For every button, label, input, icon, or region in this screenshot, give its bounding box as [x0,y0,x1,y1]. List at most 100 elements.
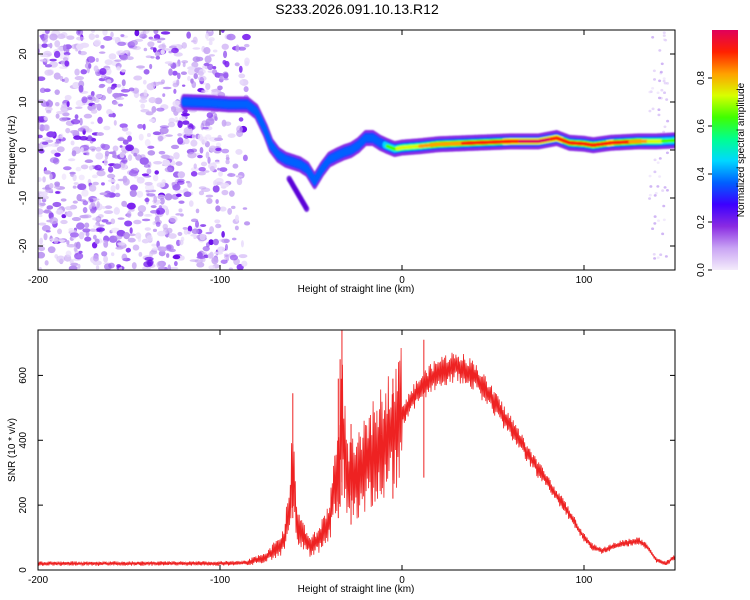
snr-series-line [38,347,675,567]
noise-blob [38,222,47,226]
noise-blob [52,201,62,208]
noise-blob [102,30,108,36]
noise-blob [69,259,74,264]
noise-blob [93,224,100,229]
noise-blob [207,252,213,259]
noise-blob [153,161,163,165]
noise-blob [170,144,180,150]
noise-blob [56,110,65,115]
noise-blob [187,225,193,232]
noise-blob [662,130,666,134]
noise-blob [131,262,137,270]
noise-blob [242,154,248,162]
noise-blob [225,154,230,159]
noise-blob [106,79,112,84]
noise-blob [56,255,66,263]
noise-blob [76,30,84,36]
snr-x-label: Height of straight line (km) [298,584,415,595]
noise-blob [126,56,134,61]
noise-blob [117,178,125,182]
noise-blob [653,158,657,162]
noise-blob [167,121,176,128]
noise-blob [197,75,207,82]
noise-blob [172,82,179,88]
noise-blob [50,143,60,148]
snr-y-axis: 0 200 400 600 [18,367,675,573]
noise-blob [217,167,221,171]
noise-blob [89,198,94,203]
noise-blob [150,56,155,59]
noise-blob [182,62,186,68]
noise-blob [92,260,102,266]
noise-blob [49,182,54,189]
noise-blob [177,133,183,137]
noise-blob [44,64,53,68]
noise-blob [151,243,157,247]
noise-blob [119,151,125,159]
noise-blob [110,85,116,90]
noise-blob [241,260,248,267]
noise-blob [39,237,44,245]
noise-blob [658,49,662,52]
noise-blob [154,51,161,57]
noise-blob [657,219,661,222]
noise-blob [126,202,136,210]
noise-blob [156,261,164,269]
noise-blob [654,191,658,195]
noise-blob [168,233,177,239]
noise-blob [53,238,59,245]
noise-blob [185,180,191,184]
noise-blob [197,171,206,176]
noise-blob [82,207,88,214]
noise-blob [41,43,48,48]
noise-blob [39,202,46,206]
snr-x-axis: -200 -100 0 100 [28,330,593,586]
noise-blob [74,76,85,81]
noise-blob [184,128,193,137]
noise-blob [179,116,186,122]
spectrogram-y-tick-label: -20 [18,238,29,253]
noise-blob [79,214,89,219]
spectrogram-y-tick-label: 20 [18,48,29,60]
noise-blob [177,231,183,236]
noise-blob [60,60,65,64]
noise-blob [78,231,85,240]
noise-blob [168,117,176,123]
noise-blob [123,93,128,97]
noise-blob [162,223,169,230]
noise-blob [178,239,184,246]
noise-blob [173,88,177,94]
noise-blob [178,200,185,204]
noise-blob [181,84,186,87]
noise-blob [234,214,240,222]
noise-blob [63,77,69,83]
noise-blob [192,47,201,50]
noise-blob [116,264,122,268]
noise-blob [237,46,247,51]
noise-blob [114,192,121,198]
noise-blob [49,33,58,41]
ridge-branch [304,205,310,212]
noise-blob [146,133,151,138]
noise-blob [65,250,72,257]
noise-blob [78,50,87,56]
noise-blob [202,65,206,69]
noise-blob [208,239,214,246]
noise-blob [663,91,667,94]
noise-blob [125,144,134,152]
noise-blob [658,175,662,178]
noise-blob [202,126,209,130]
noise-blob [145,213,151,217]
noise-blob [153,30,159,35]
colorbar-tick-label: 0.6 [696,119,707,133]
noise-blob [159,197,165,205]
noise-blob [236,177,243,186]
noise-blob [197,251,203,259]
noise-blob [111,37,119,41]
noise-blob [166,253,170,258]
noise-blob [107,179,116,183]
noise-blob [648,90,652,94]
noise-blob [180,71,187,75]
noise-blob [175,161,183,166]
